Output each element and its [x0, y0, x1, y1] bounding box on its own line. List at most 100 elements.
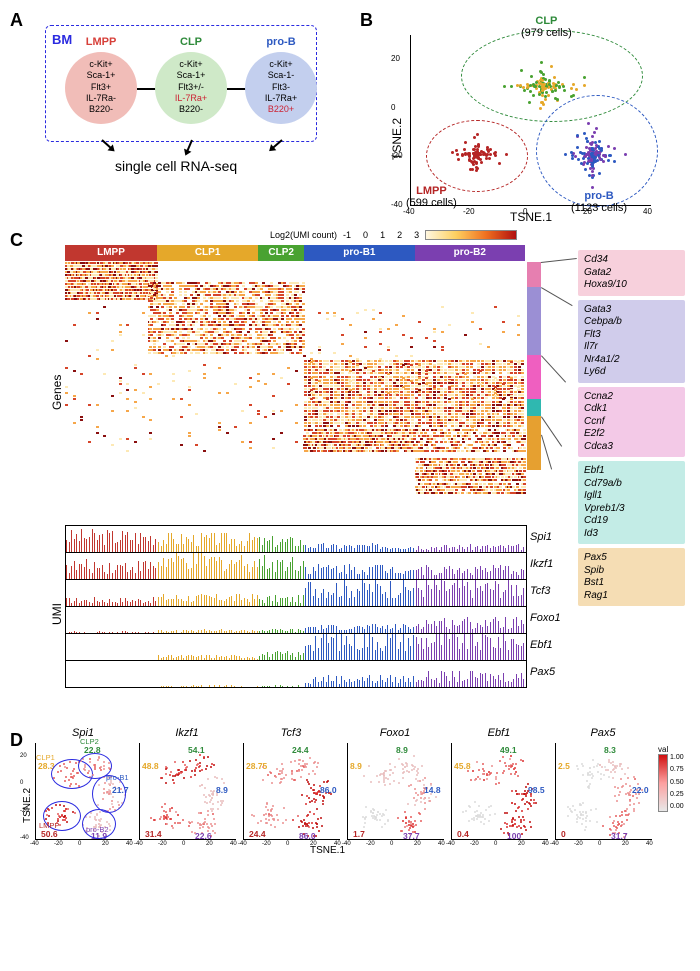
heat-cell — [333, 352, 336, 354]
topseg-pro-b1: pro-B1 — [304, 245, 414, 261]
heat-cell — [247, 309, 250, 311]
heat-cell — [433, 397, 436, 399]
heat-cell — [492, 379, 495, 381]
heat-cell — [404, 410, 407, 412]
heat-cell — [503, 413, 506, 415]
heat-cell — [393, 372, 396, 374]
heat-cell — [341, 419, 344, 421]
heat-cell — [459, 444, 462, 446]
heat-cell — [315, 388, 318, 390]
heat-cell — [378, 450, 381, 452]
heat-cell — [308, 401, 311, 403]
heat-cell — [518, 438, 521, 440]
panel-c: Log2(UMI count) -10123 LMPPCLP1CLP2pro-B… — [10, 230, 690, 720]
heat-cell — [158, 285, 161, 287]
heat-cell — [473, 401, 476, 403]
gene-name: Id3 — [584, 528, 679, 541]
heat-cell — [197, 282, 200, 284]
heat-cell — [257, 294, 260, 296]
heat-cell — [415, 397, 418, 399]
heat-cell — [519, 435, 522, 437]
heat-cell — [330, 407, 333, 409]
heat-cell — [422, 401, 425, 403]
heat-cell — [418, 373, 421, 375]
heat-cell — [440, 369, 443, 371]
heat-cell — [492, 401, 495, 403]
heat-cell — [451, 489, 454, 491]
heat-cell — [481, 425, 484, 427]
heat-cell — [341, 394, 344, 396]
heat-cell — [437, 394, 440, 396]
heat-cell — [462, 401, 465, 403]
heat-cell — [514, 413, 517, 415]
heat-cell — [280, 349, 283, 351]
umi-bar — [117, 542, 118, 552]
heat-cell — [459, 416, 462, 418]
heat-cell — [473, 407, 476, 409]
heat-cell — [345, 444, 348, 446]
heat-cell — [407, 391, 410, 393]
heat-cell — [433, 388, 436, 390]
heat-cell — [326, 360, 329, 362]
heat-cell — [356, 416, 359, 418]
heat-cell — [241, 410, 244, 412]
gene-name: Pax5 — [584, 552, 679, 565]
heat-cell — [367, 410, 370, 412]
heat-cell — [426, 450, 429, 452]
heat-cell — [479, 441, 482, 443]
heat-cell — [367, 394, 370, 396]
heat-cell — [65, 367, 68, 369]
heat-cell — [187, 334, 190, 336]
heat-cell — [389, 382, 392, 384]
heat-cell — [88, 312, 91, 314]
heat-cell — [483, 450, 486, 452]
heat-cell — [226, 352, 229, 354]
heat-cell — [451, 425, 454, 427]
heat-cell — [296, 303, 299, 305]
umi-bar — [115, 543, 116, 552]
heat-cell — [410, 346, 413, 348]
umi-bar — [99, 535, 100, 552]
heat-cell — [400, 407, 403, 409]
heat-cell — [268, 321, 271, 323]
heat-cell — [510, 425, 513, 427]
heat-cell — [473, 391, 476, 393]
marker: IL-7Ra+ — [245, 93, 317, 104]
heat-cell — [514, 394, 517, 396]
heat-cell — [451, 391, 454, 393]
heat-cell — [295, 441, 298, 443]
heat-cell — [326, 422, 329, 424]
heat-cell — [483, 441, 486, 443]
heat-cell — [466, 376, 469, 378]
heat-cell — [319, 404, 322, 406]
heat-cell — [433, 425, 436, 427]
heat-cell — [475, 435, 478, 437]
heat-cell — [407, 385, 410, 387]
heat-cell — [462, 385, 465, 387]
heat-cell — [192, 324, 195, 326]
heat-cell — [429, 391, 432, 393]
heat-cell — [455, 369, 458, 371]
heat-cell — [444, 388, 447, 390]
heat-cell — [312, 407, 315, 409]
heat-cell — [402, 386, 405, 388]
heat-cell — [134, 407, 137, 409]
heat-cell — [287, 309, 290, 311]
heat-cell — [518, 394, 521, 396]
heat-cell — [103, 435, 106, 437]
heat-cell — [295, 404, 298, 406]
heat-cell — [315, 382, 318, 384]
heat-cell — [457, 450, 460, 452]
heat-cell — [381, 425, 384, 427]
heat-cell — [330, 435, 333, 437]
heat-cell — [404, 416, 407, 418]
umi-bar — [66, 540, 67, 552]
heat-cell — [475, 429, 478, 431]
heat-cell — [345, 366, 348, 368]
heat-cell — [312, 419, 315, 421]
heat-cell — [119, 438, 122, 440]
heat-cell — [295, 370, 298, 372]
heat-cell — [287, 306, 290, 308]
heat-cell — [411, 416, 414, 418]
heat-cell — [349, 370, 352, 372]
